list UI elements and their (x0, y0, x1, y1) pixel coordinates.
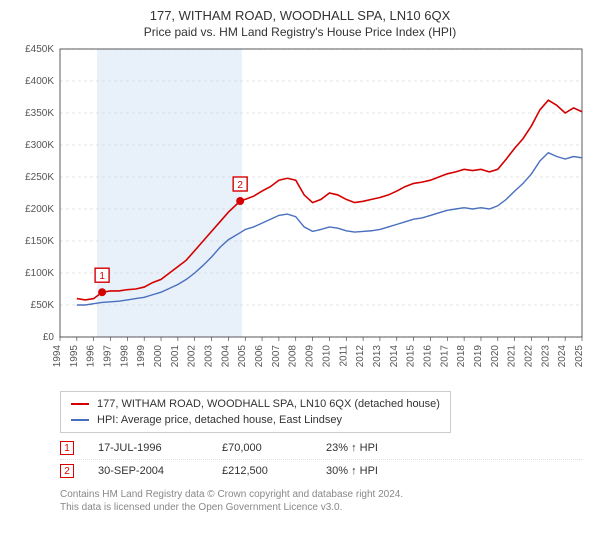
svg-text:1: 1 (99, 271, 105, 282)
svg-text:2016: 2016 (422, 345, 433, 368)
chart-title: 177, WITHAM ROAD, WOODHALL SPA, LN10 6QX (6, 8, 594, 23)
legend-item: HPI: Average price, detached house, East… (71, 412, 440, 428)
svg-text:£0: £0 (43, 332, 55, 343)
svg-text:2011: 2011 (338, 345, 349, 367)
plot-area: £0 £50K £100K £150K £200K £250K £300K £350K £400… (6, 45, 594, 385)
sale-marker-icon: 2 (60, 464, 74, 478)
sale-diff: 30% ↑ HPI (326, 465, 416, 477)
svg-text:2004: 2004 (220, 345, 231, 368)
svg-text:2006: 2006 (254, 345, 265, 368)
svg-text:£200K: £200K (25, 204, 54, 215)
svg-text:2003: 2003 (204, 345, 215, 368)
svg-text:£450K: £450K (25, 45, 54, 55)
svg-text:2: 2 (237, 180, 243, 191)
footer-line: Contains HM Land Registry data © Crown c… (60, 488, 582, 501)
svg-text:2024: 2024 (557, 345, 568, 368)
sale-diff: 23% ↑ HPI (326, 442, 416, 454)
sale-marker-icon: 1 (60, 441, 74, 455)
svg-text:2008: 2008 (288, 345, 299, 368)
svg-text:1999: 1999 (136, 345, 147, 368)
svg-text:£350K: £350K (25, 108, 54, 119)
svg-text:£150K: £150K (25, 236, 54, 247)
svg-text:2007: 2007 (271, 345, 282, 368)
svg-text:2009: 2009 (305, 345, 316, 368)
svg-text:2001: 2001 (170, 345, 181, 368)
svg-text:2014: 2014 (389, 345, 400, 368)
sale-date: 30-SEP-2004 (98, 465, 198, 477)
svg-text:2015: 2015 (406, 345, 417, 368)
svg-text:2000: 2000 (153, 345, 164, 368)
sale-row: 2 30-SEP-2004 £212,500 30% ↑ HPI (60, 460, 582, 482)
svg-text:1997: 1997 (103, 345, 114, 368)
svg-text:£400K: £400K (25, 76, 54, 87)
svg-text:£50K: £50K (31, 300, 55, 311)
svg-text:2013: 2013 (372, 345, 383, 368)
svg-text:1996: 1996 (86, 345, 97, 368)
sale-row: 1 17-JUL-1996 £70,000 23% ↑ HPI (60, 437, 582, 460)
svg-text:2025: 2025 (574, 345, 585, 368)
svg-text:2002: 2002 (187, 345, 198, 368)
sale-price: £70,000 (222, 442, 302, 454)
sale-price: £212,500 (222, 465, 302, 477)
footer-line: This data is licensed under the Open Gov… (60, 501, 582, 514)
svg-text:2017: 2017 (439, 345, 450, 368)
legend-swatch (71, 419, 89, 421)
legend-item: 177, WITHAM ROAD, WOODHALL SPA, LN10 6QX… (71, 396, 440, 412)
svg-text:£250K: £250K (25, 172, 54, 183)
svg-text:2022: 2022 (523, 345, 534, 368)
legend-swatch (71, 403, 89, 405)
svg-text:£100K: £100K (25, 268, 54, 279)
line-chart-svg: £0 £50K £100K £150K £200K £250K £300K £350K £400… (6, 45, 594, 385)
svg-text:2018: 2018 (456, 345, 467, 368)
svg-text:2021: 2021 (507, 345, 518, 368)
chart-subtitle: Price paid vs. HM Land Registry's House … (6, 25, 594, 39)
svg-text:1998: 1998 (119, 345, 130, 368)
legend-label: HPI: Average price, detached house, East… (97, 412, 342, 428)
svg-text:2010: 2010 (321, 345, 332, 368)
attribution-footer: Contains HM Land Registry data © Crown c… (60, 488, 582, 514)
legend: 177, WITHAM ROAD, WOODHALL SPA, LN10 6QX… (60, 391, 451, 433)
legend-label: 177, WITHAM ROAD, WOODHALL SPA, LN10 6QX… (97, 396, 440, 412)
chart-container: 177, WITHAM ROAD, WOODHALL SPA, LN10 6QX… (0, 0, 600, 518)
svg-text:2023: 2023 (540, 345, 551, 368)
svg-text:2012: 2012 (355, 345, 366, 368)
sale-date: 17-JUL-1996 (98, 442, 198, 454)
svg-text:2005: 2005 (237, 345, 248, 368)
svg-text:1994: 1994 (52, 345, 63, 368)
svg-text:2020: 2020 (490, 345, 501, 368)
svg-text:2019: 2019 (473, 345, 484, 368)
svg-text:£300K: £300K (25, 140, 54, 151)
sales-table: 1 17-JUL-1996 £70,000 23% ↑ HPI 2 30-SEP-2004… (60, 437, 582, 482)
svg-text:1995: 1995 (69, 345, 80, 368)
